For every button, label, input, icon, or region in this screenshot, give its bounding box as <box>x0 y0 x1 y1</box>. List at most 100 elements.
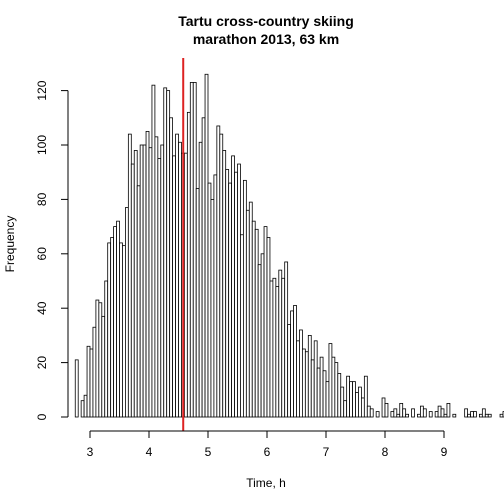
histogram-bar <box>257 264 262 418</box>
histogram-bar <box>322 370 327 418</box>
histogram-bar <box>299 329 303 418</box>
histogram-bar <box>393 408 398 418</box>
histogram-bar <box>80 400 85 418</box>
histogram-bar <box>122 245 126 418</box>
histogram-bar <box>245 209 250 418</box>
histogram-bar <box>125 207 129 418</box>
histogram-bar <box>166 90 171 418</box>
histogram-bar <box>284 261 289 418</box>
histogram-bar <box>139 144 144 418</box>
x-tick-label: 9 <box>441 445 448 459</box>
histogram-bar <box>95 299 100 418</box>
histogram-bar <box>319 356 324 418</box>
histogram-bar <box>254 228 259 418</box>
histogram-bar <box>402 408 407 418</box>
histogram-bar <box>74 359 79 418</box>
histogram-bar <box>260 253 265 418</box>
histogram-bar <box>470 411 474 418</box>
histogram-bar <box>325 381 330 418</box>
x-tick-label: 8 <box>382 445 389 459</box>
histogram-bar <box>110 237 115 418</box>
histogram-bar <box>452 413 457 418</box>
histogram-bar <box>207 182 212 418</box>
histogram-bar <box>478 413 483 418</box>
histogram-bar <box>422 408 427 418</box>
histogram-bar <box>328 343 333 418</box>
histogram-bar <box>340 386 345 418</box>
histogram-bar <box>358 386 362 418</box>
histogram-bar <box>219 133 224 418</box>
x-tick-label: 3 <box>87 445 94 459</box>
histogram-bar <box>178 141 182 418</box>
histogram-bar <box>316 367 321 418</box>
histogram-bar <box>237 163 241 418</box>
histogram-bar <box>352 381 356 418</box>
histogram-bar <box>183 152 188 418</box>
histogram-bar <box>251 220 256 418</box>
chart-title-line-1: Tartu cross-country skiing <box>178 13 354 29</box>
x-tick-label: 4 <box>146 445 153 459</box>
histogram-bar <box>248 201 253 418</box>
x-axis: 3 4 5 6 7 8 9 <box>87 430 448 459</box>
histogram-bar <box>272 277 277 418</box>
histogram-bar <box>440 408 445 418</box>
histogram-bar <box>189 82 194 418</box>
histogram-bar <box>381 397 386 418</box>
histogram-bar <box>263 226 268 418</box>
histogram-bar <box>278 269 283 418</box>
histogram-bar <box>346 375 350 418</box>
histogram-bar <box>201 117 206 418</box>
histogram-bar <box>216 125 221 418</box>
histogram-bar <box>307 334 312 418</box>
y-tick-label: 40 <box>35 301 49 315</box>
histogram-bar <box>213 174 218 418</box>
y-tick-label: 100 <box>35 135 49 155</box>
histogram-bar <box>86 345 91 418</box>
histogram-bar <box>104 280 109 418</box>
x-tick-label: 5 <box>205 445 212 459</box>
histogram-bar <box>375 411 380 418</box>
histogram-bar <box>83 394 88 418</box>
histogram-bar <box>434 411 439 418</box>
histogram-bar <box>89 348 94 418</box>
histogram-bar <box>467 413 471 418</box>
histogram-bar <box>301 348 306 418</box>
histogram-bar <box>186 111 191 418</box>
histogram-bar <box>499 413 504 418</box>
histogram-bar <box>443 413 448 418</box>
histogram-bar <box>349 381 353 418</box>
histogram-bar <box>464 408 468 418</box>
histogram-bar <box>127 133 132 418</box>
x-tick-label: 7 <box>323 445 330 459</box>
x-axis-label: Time, h <box>246 476 286 490</box>
histogram-bar <box>281 277 286 418</box>
y-tick-label: 60 <box>35 247 49 261</box>
histogram-bar <box>390 411 395 418</box>
y-tick-label: 0 <box>35 413 49 420</box>
histogram-bar <box>160 144 165 418</box>
histogram-bar <box>337 373 342 418</box>
histogram-bar <box>290 310 294 418</box>
histogram-bar <box>446 402 451 418</box>
histogram-bar <box>107 242 112 418</box>
histogram-bar <box>296 340 300 418</box>
histogram-bar <box>130 163 135 418</box>
histogram-bar <box>310 359 315 418</box>
histogram-bar <box>411 408 415 418</box>
histogram-bar <box>116 220 120 418</box>
histogram-bar <box>366 405 371 418</box>
y-tick-label: 120 <box>35 80 49 100</box>
histogram-bar <box>419 405 424 418</box>
histogram-bar <box>119 242 123 418</box>
histogram-bar <box>145 130 150 418</box>
histogram-bar <box>360 397 365 418</box>
histogram-bar <box>154 136 159 418</box>
histogram-bar <box>384 402 389 418</box>
histogram-bar <box>266 237 271 418</box>
histogram-bar <box>195 188 200 418</box>
histogram-bar <box>92 326 97 418</box>
histogram-bar <box>157 158 162 418</box>
histogram-bar <box>355 392 359 418</box>
histogram-bar <box>225 169 230 418</box>
